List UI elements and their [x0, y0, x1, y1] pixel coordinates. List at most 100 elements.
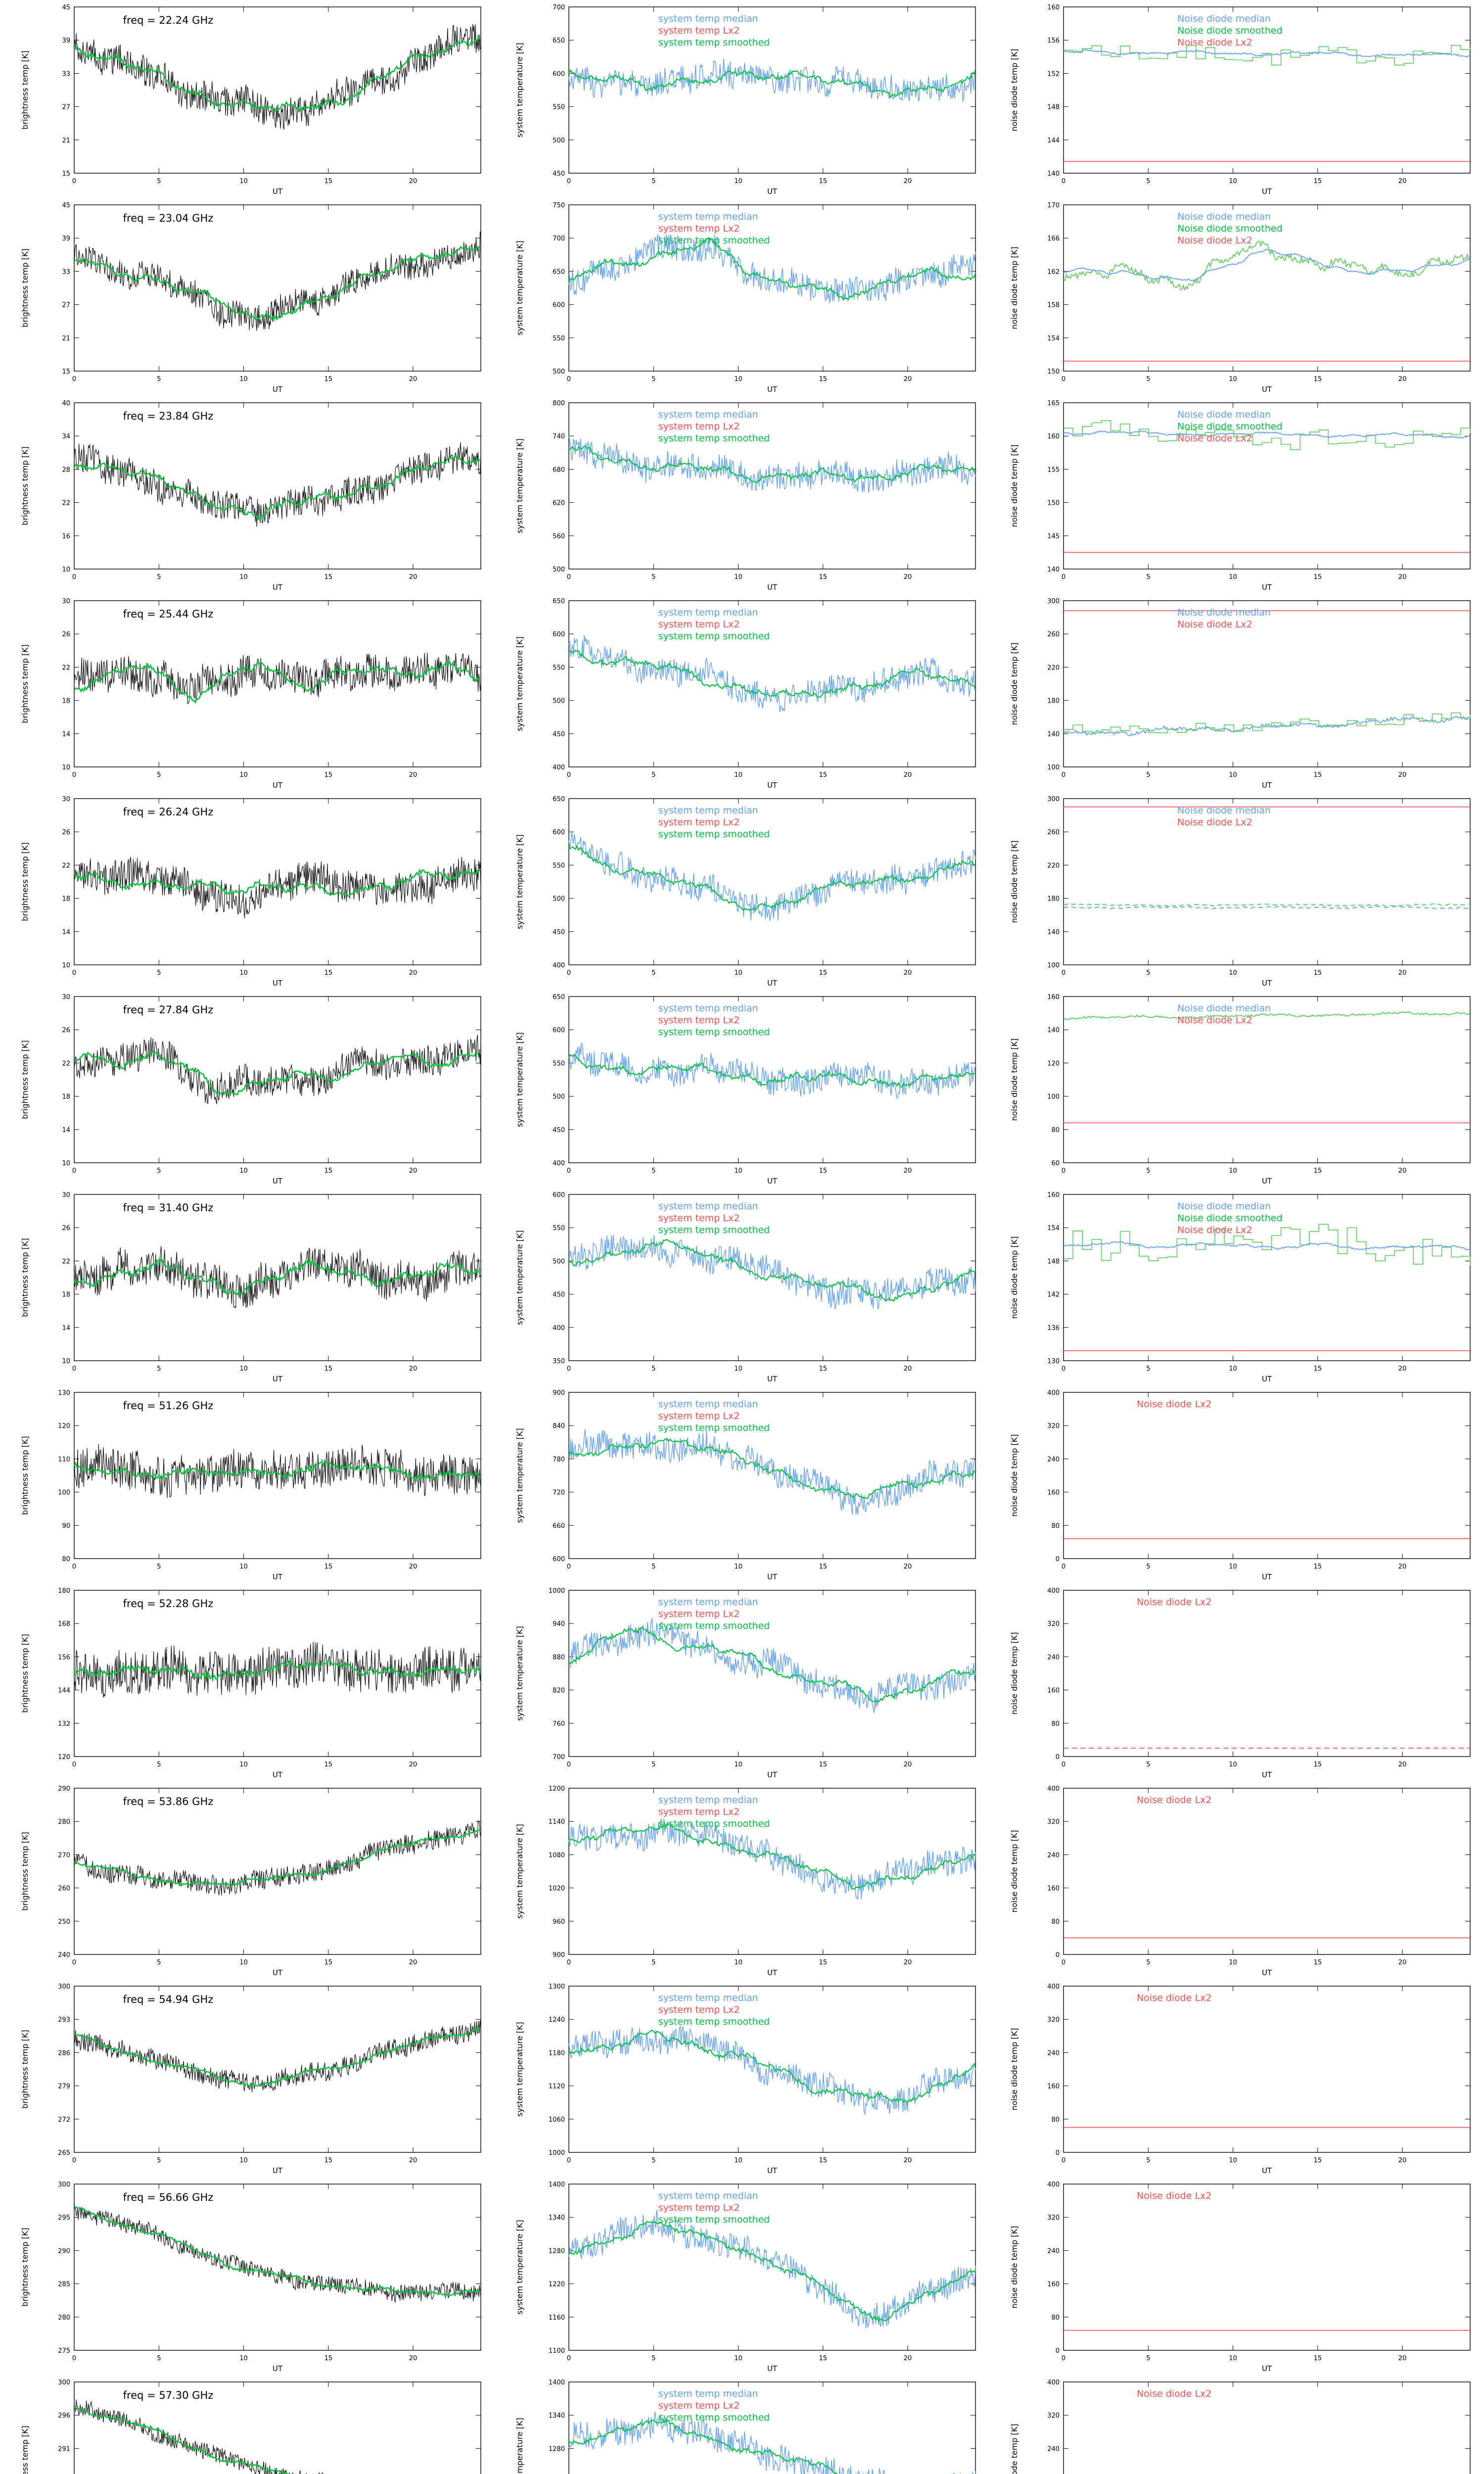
- brightness-temp-plot: 27828228729129630005101520UTbrightness t…: [20, 2379, 481, 2474]
- y-tick-label: 40: [62, 400, 70, 407]
- y-tick-label: 500: [553, 368, 565, 376]
- plot-frame: [74, 600, 481, 767]
- x-tick-label: 20: [1398, 1959, 1407, 1966]
- y-tick-label: 170: [1047, 202, 1060, 209]
- system-temp-smoothed-series: [568, 2220, 976, 2322]
- x-tick-label: 20: [904, 1563, 912, 1570]
- x-tick-label: 5: [651, 1167, 655, 1175]
- x-tick-label: 0: [72, 1959, 76, 1966]
- brightness-smoothed-series: [73, 36, 481, 112]
- noise-legend-entry: Noise diode Lx2: [1177, 235, 1252, 246]
- y-tick-label: 30: [62, 796, 70, 803]
- x-tick-label: 20: [409, 2355, 417, 2362]
- system-legend-entry: system temp median: [658, 1993, 758, 2003]
- x-tick-label: 15: [1313, 969, 1322, 977]
- noise-legend-entry: Noise diode smoothed: [1177, 421, 1282, 432]
- noise-legend-entry: Noise diode median: [1177, 409, 1271, 420]
- x-tick-label: 20: [904, 2157, 912, 2164]
- x-axis-label: UT: [273, 2166, 283, 2175]
- x-tick-label: 5: [651, 1563, 655, 1570]
- noise-diode-line-series: [1063, 1241, 1471, 1251]
- x-axis-label: UT: [273, 583, 283, 592]
- noise-diode-line-series: [1063, 715, 1471, 737]
- y-tick-label: 180: [58, 1587, 70, 1595]
- x-tick-label: 10: [1229, 376, 1237, 383]
- frequency-row: 275 280 285 290 295 300 0 5 10 15 20 UT brightness t…: [0, 2177, 1484, 2375]
- y-axis-label: noise diode temp [K]: [1010, 1236, 1019, 1319]
- y-tick-label: 550: [553, 1225, 565, 1232]
- y-tick-label: 320: [1047, 1818, 1060, 1826]
- y-tick-label: 18: [62, 1094, 70, 1101]
- y-axis-label: noise diode temp [K]: [1010, 1038, 1019, 1121]
- noise-diode-plot: 60 80 100 120 140 160 0 5 10 15 20 UT noise diode te…: [1010, 994, 1471, 1186]
- y-tick-label: 240: [58, 1951, 70, 1959]
- noise-legend-entry: Noise diode smoothed: [1177, 223, 1282, 234]
- x-tick-label: 20: [904, 969, 912, 977]
- system-temp-smoothed-series: [568, 2029, 976, 2104]
- x-tick-label: 0: [1062, 2157, 1066, 2164]
- x-tick-label: 15: [324, 1563, 332, 1570]
- y-axis-label: system temperature [K]: [515, 2022, 524, 2117]
- y-tick-label: 279: [58, 2083, 70, 2091]
- y-tick-label: 300: [58, 2379, 70, 2386]
- plot-frame: [568, 1392, 976, 1559]
- x-tick-label: 15: [1313, 1959, 1322, 1966]
- y-tick-label: 160: [1047, 2281, 1060, 2288]
- system-temp-series: [568, 58, 976, 102]
- y-tick-label: 168: [58, 1620, 70, 1628]
- x-tick-label: 0: [567, 1959, 571, 1966]
- brightness-temp-plot: 265 272 279 286 293 300 0 5 10 15 20 UT brightness t…: [20, 1983, 481, 2175]
- y-axis-label: system temperature [K]: [515, 1230, 524, 1325]
- x-tick-label: 5: [651, 1959, 655, 1966]
- x-tick-label: 5: [1146, 771, 1150, 779]
- x-tick-label: 15: [324, 2355, 332, 2362]
- x-tick-label: 15: [819, 1959, 827, 1966]
- y-tick-label: 100: [58, 1489, 70, 1497]
- noise-legend-entry: Noise diode Lx2: [1177, 433, 1252, 444]
- y-tick-label: 650: [553, 37, 565, 45]
- x-axis-label: UT: [1262, 385, 1272, 394]
- brightness-temp-panel: 275 280 285 290 295 300 0 5 10 15 20 UT brightness t…: [0, 2177, 495, 2375]
- y-tick-label: 1000: [549, 2149, 565, 2157]
- y-tick-label: 1280: [549, 2247, 565, 2255]
- x-tick-label: 10: [1229, 1365, 1237, 1373]
- x-tick-label: 10: [1229, 1167, 1237, 1175]
- brightness-temp-plot: 120 132 144 156 168 180 0 5 10 15 20 UT brightness t…: [20, 1587, 482, 1779]
- x-tick-label: 10: [239, 1761, 248, 1768]
- y-tick-label: 26: [62, 631, 70, 638]
- noise-legend-entry: Noise diode median: [1177, 805, 1271, 816]
- noise-legend-entry: Noise diode smoothed: [1177, 25, 1282, 36]
- noise-diode-plot: 0 80 160 240 320 400 0 5 10 15 20 UT noise diode tem…: [1010, 2181, 1471, 2373]
- y-tick-label: 240: [1047, 2445, 1060, 2453]
- system-temp-smoothed-series: [568, 650, 976, 698]
- y-tick-label: 450: [553, 731, 565, 738]
- system-temp-plot: 1000 1060 1120 1180 1240 1300 0 5 10 15 20 UT system…: [515, 1983, 976, 2175]
- x-tick-label: 5: [157, 2355, 161, 2362]
- y-tick-label: 39: [62, 37, 70, 45]
- x-tick-label: 10: [1229, 178, 1237, 185]
- x-axis-label: UT: [273, 385, 283, 394]
- system-temp-series: [568, 1429, 976, 1515]
- y-axis-label: noise diode temp [K]: [1010, 2226, 1019, 2308]
- noise-diode-plot: 0 80 160 240 320 400 0 5 10 15 20 UT noise diode tem…: [1010, 1389, 1471, 1581]
- plot-frame: [568, 2381, 976, 2474]
- plot-frame: [74, 204, 481, 372]
- x-tick-label: 0: [72, 376, 76, 383]
- x-tick-label: 0: [72, 1365, 76, 1373]
- noise-legend-entry: Noise diode Lx2: [1177, 817, 1252, 828]
- x-axis-label: UT: [273, 1177, 283, 1186]
- y-tick-label: 650: [553, 268, 565, 276]
- freq-label: freq = 23.04 GHz: [123, 212, 214, 224]
- brightness-data-series: [74, 2204, 481, 2303]
- y-tick-label: 300: [1047, 796, 1060, 803]
- system-temp-panel: 600 660 720 780 840 900 0 5 10 15 20 UT system tempe…: [495, 1385, 989, 1583]
- brightness-data-series: [74, 1246, 481, 1308]
- y-tick-label: 1280: [549, 2445, 565, 2453]
- y-axis-label: system temperature [K]: [515, 1428, 524, 1523]
- x-tick-label: 0: [567, 178, 571, 185]
- noise-diode-steps-series: [1064, 420, 1471, 450]
- plot-frame: [74, 402, 481, 570]
- y-axis-label: system temperature [K]: [515, 240, 524, 335]
- x-tick-label: 20: [1398, 1167, 1407, 1175]
- x-tick-label: 10: [239, 2355, 248, 2362]
